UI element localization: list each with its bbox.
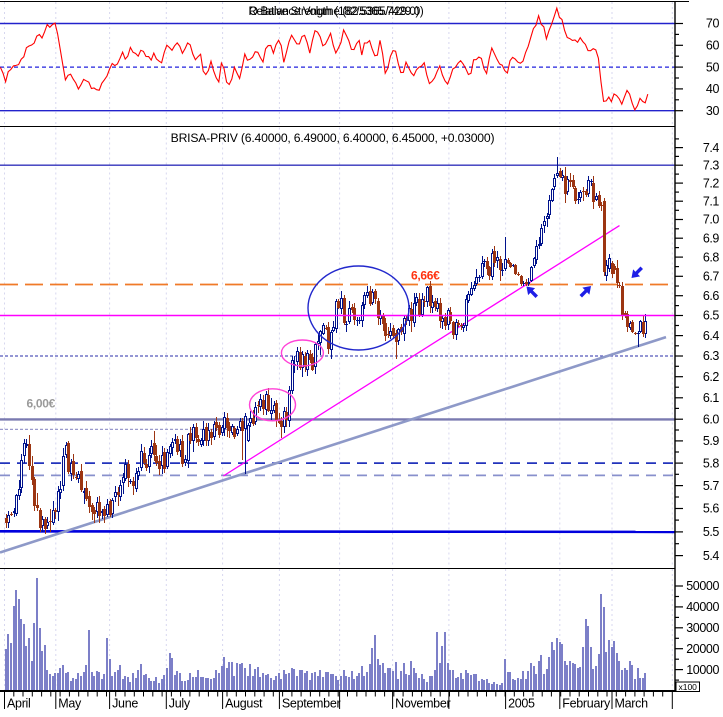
svg-text:February: February — [562, 697, 611, 711]
svg-text:August: August — [225, 697, 263, 711]
svg-text:70: 70 — [706, 17, 720, 31]
svg-text:10000: 10000 — [686, 663, 719, 677]
svg-text:5.5: 5.5 — [703, 525, 720, 539]
svg-text:2005: 2005 — [508, 697, 535, 711]
svg-text:September: September — [282, 697, 341, 711]
svg-text:6.7: 6.7 — [703, 270, 720, 284]
svg-text:5.8: 5.8 — [703, 456, 720, 470]
svg-text:7.1: 7.1 — [703, 194, 720, 208]
svg-text:7.4: 7.4 — [703, 141, 720, 155]
svg-text:6.8: 6.8 — [703, 250, 720, 264]
svg-text:40: 40 — [706, 82, 720, 96]
svg-text:5.9: 5.9 — [703, 434, 720, 448]
svg-text:6.9: 6.9 — [703, 231, 720, 245]
svg-text:5.7: 5.7 — [703, 479, 720, 493]
svg-text:April: April — [7, 697, 31, 711]
svg-text:x100: x100 — [678, 682, 697, 692]
svg-text:O Balance Volume (82.5365/429.: O Balance Volume (82.5365/429.0) — [249, 6, 420, 18]
svg-text:60: 60 — [706, 39, 720, 53]
svg-text:6,66€: 6,66€ — [411, 269, 440, 283]
svg-text:6.6: 6.6 — [703, 289, 720, 303]
svg-text:5.6: 5.6 — [703, 502, 720, 516]
svg-text:6.1: 6.1 — [703, 391, 720, 405]
svg-text:40000: 40000 — [686, 600, 719, 614]
svg-text:June: June — [112, 697, 138, 711]
svg-text:30000: 30000 — [686, 621, 719, 635]
svg-text:November: November — [395, 697, 450, 711]
svg-text:May: May — [58, 697, 82, 711]
svg-text:7.3: 7.3 — [703, 158, 720, 172]
svg-text:20000: 20000 — [686, 642, 719, 656]
svg-text:6.3: 6.3 — [703, 349, 720, 363]
svg-text:6,00€: 6,00€ — [27, 397, 56, 411]
svg-text:5.4: 5.4 — [703, 549, 720, 563]
svg-text:6.4: 6.4 — [703, 329, 720, 343]
svg-text:50000: 50000 — [686, 579, 719, 593]
svg-text:7.2: 7.2 — [703, 176, 720, 190]
svg-text:March: March — [615, 697, 649, 711]
svg-text:Relative Strength (182/5365.74: Relative Strength (182/5365.7429.0) — [249, 6, 424, 18]
svg-text:30: 30 — [706, 104, 720, 118]
svg-text:6.5: 6.5 — [703, 309, 720, 323]
svg-text:6.2: 6.2 — [703, 370, 720, 384]
svg-text:BRISA-PRIV (6.40000, 6.49000,: BRISA-PRIV (6.40000, 6.49000, 6.40000, 6… — [171, 131, 495, 145]
svg-text:7.0: 7.0 — [703, 213, 720, 227]
svg-text:50: 50 — [706, 60, 720, 74]
svg-text:6.0: 6.0 — [703, 412, 720, 426]
svg-text:July: July — [169, 697, 191, 711]
